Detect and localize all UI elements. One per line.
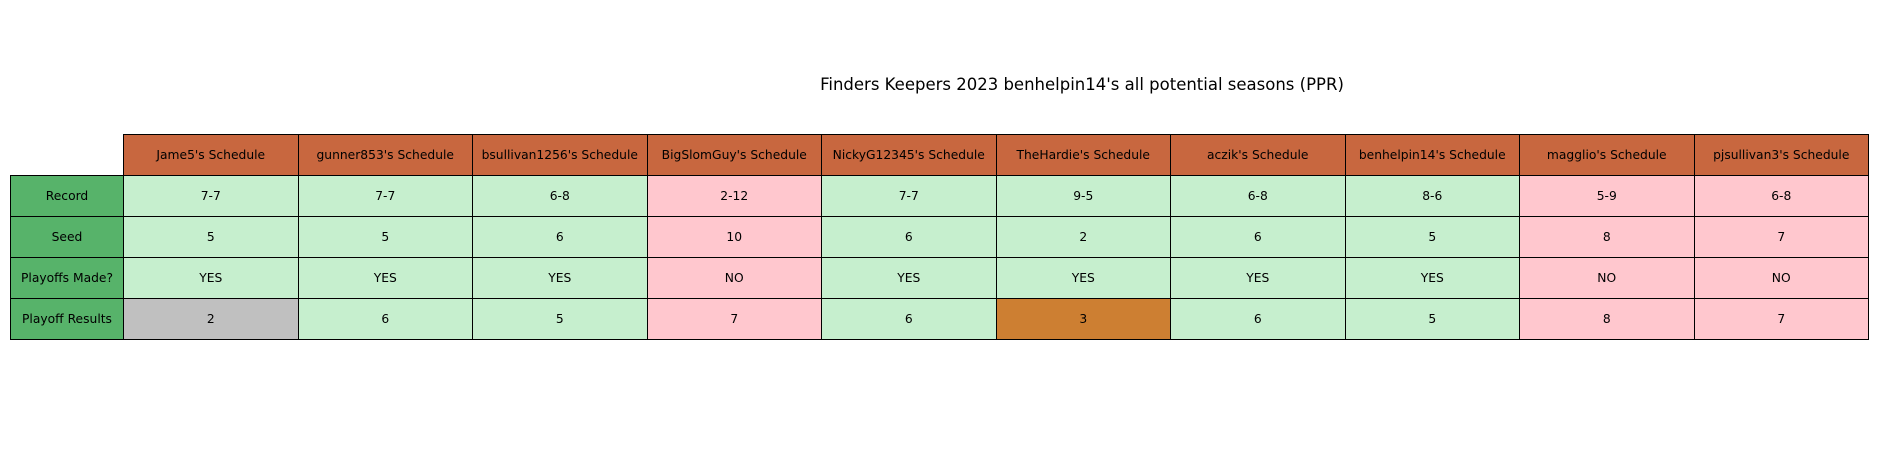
- table-cell: 7-7: [821, 175, 997, 217]
- table-cell: 8: [1519, 216, 1695, 258]
- table-cell: NO: [646, 257, 822, 299]
- table-cell: 6-8: [1170, 175, 1346, 217]
- column-header: bsullivan1256's Schedule: [472, 134, 648, 176]
- table-cell: 7: [646, 298, 822, 340]
- table-cell: 5: [472, 298, 648, 340]
- table-cell: 6: [297, 298, 473, 340]
- row-header: Record: [10, 175, 124, 217]
- table-cell: 6: [821, 216, 997, 258]
- column-header: NickyG12345's Schedule: [821, 134, 997, 176]
- table-cell: YES: [123, 257, 299, 299]
- table-cell: 5: [1344, 216, 1520, 258]
- column-header: Jame5's Schedule: [123, 134, 299, 176]
- table-cell: 8-6: [1344, 175, 1520, 217]
- column-header: pjsullivan3's Schedule: [1693, 134, 1869, 176]
- table-cell: YES: [995, 257, 1171, 299]
- table-cell: 5: [1344, 298, 1520, 340]
- column-header: benhelpin14's Schedule: [1344, 134, 1520, 176]
- table-cell: 7-7: [123, 175, 299, 217]
- table-cell: 6: [1170, 298, 1346, 340]
- table-cell: 8: [1519, 298, 1695, 340]
- table-cell: 6-8: [1693, 175, 1869, 217]
- table-cell: 9-5: [995, 175, 1171, 217]
- column-header: aczik's Schedule: [1170, 134, 1346, 176]
- table-cell: 2-12: [646, 175, 822, 217]
- table-cell: 2: [123, 298, 299, 340]
- row-header: Seed: [10, 216, 124, 258]
- table-cell: NO: [1519, 257, 1695, 299]
- column-header: magglio's Schedule: [1519, 134, 1695, 176]
- table-cell: 3: [995, 298, 1171, 340]
- table-cell: 5-9: [1519, 175, 1695, 217]
- column-header: TheHardie's Schedule: [995, 134, 1171, 176]
- table-cell: YES: [1344, 257, 1520, 299]
- table-cell: 5: [123, 216, 299, 258]
- row-header: Playoff Results: [10, 298, 124, 340]
- table-cell: 7-7: [297, 175, 473, 217]
- table-cell: 6: [821, 298, 997, 340]
- table-cell: YES: [1170, 257, 1346, 299]
- table-cell: 5: [297, 216, 473, 258]
- table-cell: YES: [821, 257, 997, 299]
- chart-title: Finders Keepers 2023 benhelpin14's all p…: [820, 75, 1344, 94]
- row-header: Playoffs Made?: [10, 257, 124, 299]
- column-header: gunner853's Schedule: [297, 134, 473, 176]
- table-cell: YES: [297, 257, 473, 299]
- table-cell: YES: [472, 257, 648, 299]
- table-cell: 6-8: [472, 175, 648, 217]
- table-cell: 7: [1693, 216, 1869, 258]
- column-header: BigSlomGuy's Schedule: [646, 134, 822, 176]
- table-cell: 7: [1693, 298, 1869, 340]
- table-cell: 2: [995, 216, 1171, 258]
- table-cell: NO: [1693, 257, 1869, 299]
- table-cell: 10: [646, 216, 822, 258]
- table-cell: 6: [1170, 216, 1346, 258]
- table-cell: 6: [472, 216, 648, 258]
